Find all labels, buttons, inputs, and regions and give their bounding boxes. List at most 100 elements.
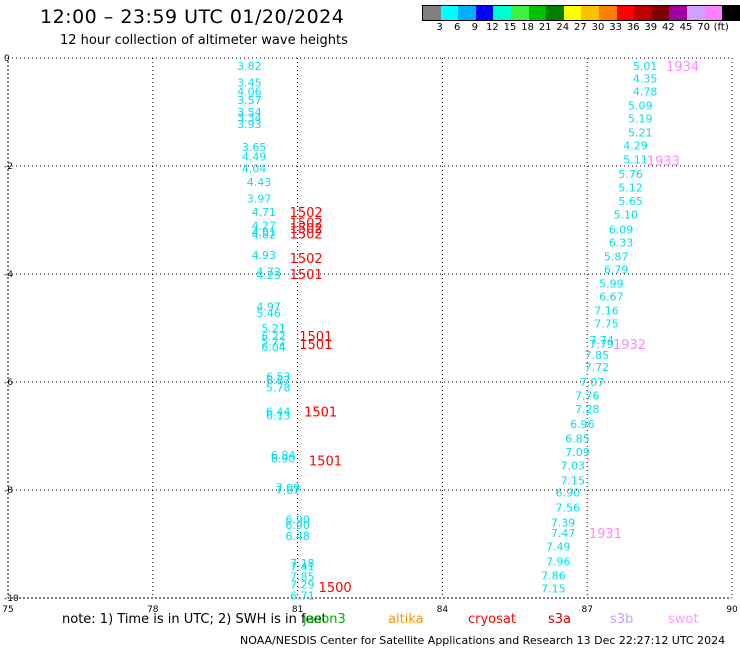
wave-height-value: 6.67 [599, 291, 624, 304]
pass-time-label: 1502 [290, 228, 323, 243]
wave-height-value: 4.49 [242, 150, 267, 163]
legend-swatch [458, 6, 476, 20]
pass-time-label: 1931 [589, 527, 622, 542]
legend-label: 39 [644, 22, 658, 33]
legend-swatch [546, 6, 564, 20]
legend-swatch [651, 6, 670, 20]
pass-time-label: 1501 [304, 406, 337, 421]
wave-height-value: 7.75 [594, 318, 619, 331]
pass-time-label: 1501 [299, 330, 332, 345]
wave-height-value: 5.01 [633, 60, 658, 73]
wave-height-value: 6.71 [290, 589, 315, 602]
wave-height-value: 6.90 [285, 514, 310, 527]
y-tick-label: -10 [4, 594, 19, 604]
legend-label: 15 [503, 22, 517, 33]
x-tick-label: 84 [437, 605, 449, 615]
legend-label: 42 [662, 22, 675, 33]
legend-swatch [686, 6, 705, 20]
legend-swatch [510, 6, 529, 20]
wave-height-value: 3.82 [237, 60, 262, 73]
west-altimeter-track: 3.82 3.454.063.573.543.343.93 3.654.494.04… [237, 60, 315, 602]
wave-height-value: 4.97 [256, 300, 281, 313]
legend-swatch [598, 6, 617, 20]
wave-height-value: 6.90 [285, 519, 310, 532]
wave-height-value: 4.29 [623, 139, 648, 152]
wave-height-value: 6.96 [570, 418, 595, 431]
legend-swatch [563, 6, 582, 20]
wave-height-value: 6.48 [285, 530, 310, 543]
wave-height-value: 4.82 [252, 229, 277, 242]
legend-label: 3 [436, 22, 443, 33]
pass-time-label: 1502 [290, 222, 323, 237]
wave-height-value: 7.56 [556, 501, 581, 514]
wave-height-value: 7.96 [546, 555, 571, 568]
footer-credit: NOAA/NESDIS Center for Satellite Applica… [240, 634, 726, 647]
legend-label: 70 [697, 22, 710, 33]
satellite-s3b: s3b [610, 612, 634, 627]
color-legend-bar [422, 5, 740, 21]
satellite-legend: jason3 altika cryosat s3a s3b swot [0, 612, 740, 630]
wave-height-value: 6.85 [565, 433, 590, 446]
legend-swatch [722, 6, 740, 20]
legend-label: 30 [591, 22, 605, 33]
wave-height-value: 7.47 [551, 527, 576, 540]
legend-label: 21 [538, 22, 552, 33]
wave-height-value: 5.10 [614, 209, 639, 222]
wave-height-value: 5.09 [628, 100, 653, 113]
legend-swatch [581, 6, 599, 20]
legend-swatch [528, 6, 547, 20]
wave-height-value: 7.29 [290, 579, 315, 592]
wave-height-value: 7.09 [276, 481, 301, 494]
x-tick-label: 90 [726, 605, 738, 615]
wave-height-value: 7.16 [594, 305, 619, 318]
wave-height-value: 6.44 [266, 406, 291, 419]
satellite-s3a: s3a [548, 612, 572, 627]
wave-height-value: 7.39 [551, 516, 576, 529]
legend-label: 45 [679, 22, 693, 33]
wave-height-value: 7.41 [290, 561, 315, 574]
pass-time-label: 1501 [309, 454, 342, 469]
wave-height-value: 4.06 [237, 85, 262, 98]
wave-height-value: 3.54 [237, 106, 262, 119]
wave-height-value: 7.85 [585, 349, 610, 362]
y-tick-label: -2 [4, 162, 13, 172]
color-legend-labels: 3 6 9 12 15 18 21 24 27 30 33 36 39 42 45 70 (ft) [422, 22, 740, 36]
y-tick-label: -8 [4, 486, 13, 496]
x-tick-label: 75 [2, 605, 13, 615]
wave-height-value: 3.34 [237, 111, 262, 124]
legend-swatch [475, 6, 494, 20]
wave-height-value: 7.86 [541, 569, 566, 582]
wave-height-value: 6.53 [266, 371, 291, 384]
wave-height-value: 4.93 [252, 249, 277, 262]
east-altimeter-track: 5.014.354.78 5.095.19 5.214.29 5.115.765.12… [541, 60, 657, 595]
map-title: 12:00 – 23:59 UTC 01/20/2024 [40, 6, 345, 28]
legend-label: 36 [626, 22, 640, 33]
wave-height-value: 4.78 [633, 85, 658, 98]
wave-height-value: 7.49 [546, 541, 571, 554]
legend-label: 18 [521, 22, 534, 33]
wave-height-value: 4.01 [252, 226, 277, 239]
legend-label: 24 [556, 22, 570, 33]
satellite-swot: swot [668, 612, 699, 627]
wave-height-value: 5.11 [623, 154, 648, 167]
legend-swatch [616, 6, 635, 20]
x-tick-label: 87 [581, 605, 592, 615]
wave-height-value: 3.45 [237, 76, 262, 89]
pass-time-label: 1933 [647, 155, 680, 170]
legend-label: 12 [486, 22, 499, 33]
wave-height-value: 6.13 [266, 409, 291, 422]
wave-height-value: 4.23 [256, 269, 281, 282]
wave-height-value: 7.76 [575, 390, 600, 403]
wave-height-value: 5.21 [261, 322, 286, 335]
y-tick-label: -6 [4, 378, 13, 388]
wave-height-value: 6.67 [266, 374, 291, 387]
wave-height-value: 6.84 [271, 449, 296, 462]
wave-height-value: 5.76 [618, 168, 643, 181]
legend-swatch [440, 6, 459, 20]
wave-height-value: 4.04 [242, 163, 267, 176]
x-tick-label: 81 [292, 605, 303, 615]
wave-height-value: 4.35 [633, 73, 658, 86]
pass-time-label: 1500 [319, 581, 352, 596]
wave-height-value: 5.46 [256, 307, 281, 320]
wave-height-value: 7.03 [560, 460, 585, 473]
